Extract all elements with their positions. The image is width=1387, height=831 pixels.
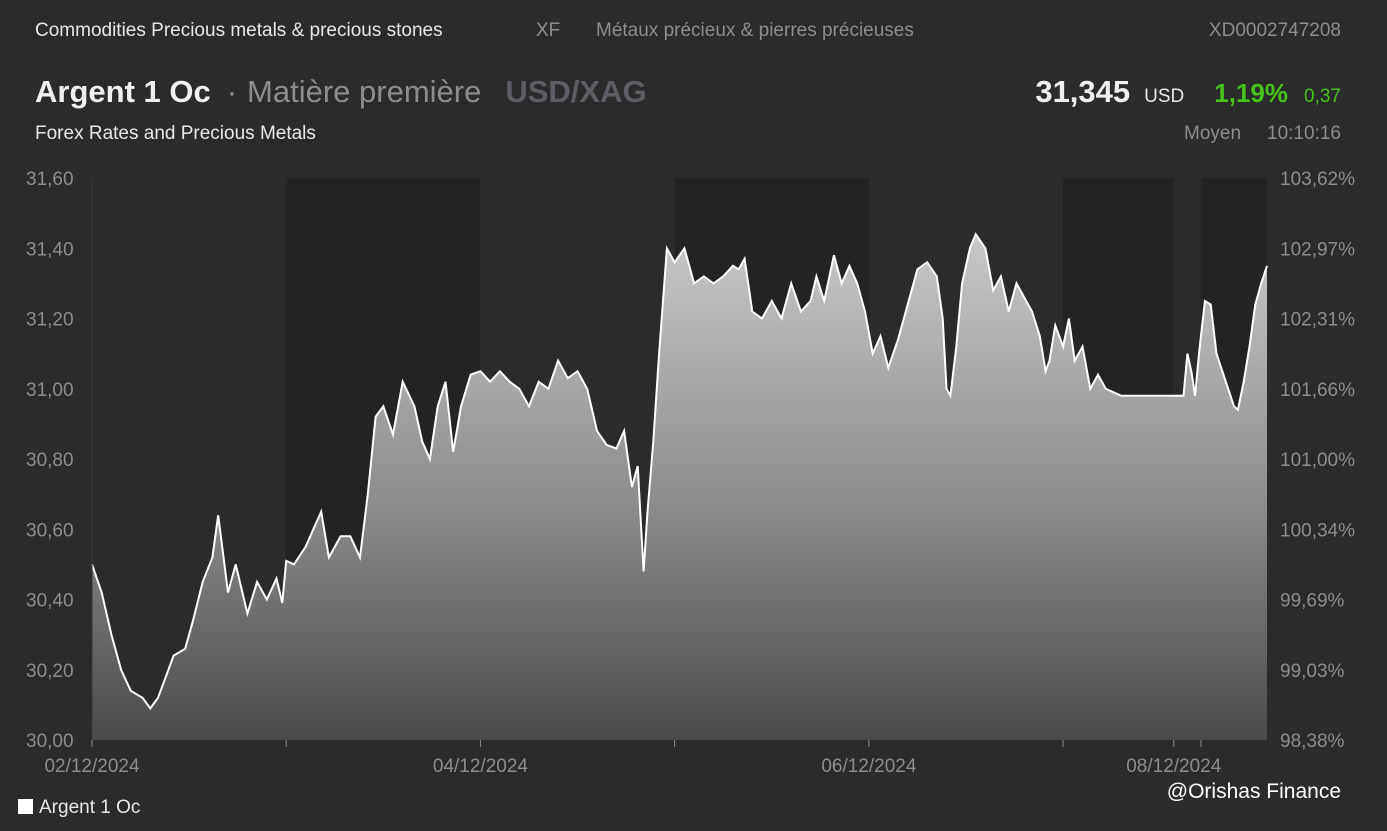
y-tick-label: 30,00 (26, 731, 74, 752)
price-meta: Moyen 10:10:16 (1184, 123, 1341, 145)
y-tick-label: 31,60 (26, 169, 74, 190)
y2-tick-label: 100,34% (1280, 520, 1355, 541)
change-percent: 1,19% (1214, 78, 1289, 108)
last-update-time: 10:10:16 (1267, 123, 1341, 144)
exchange-code: XF (536, 20, 561, 41)
legend-label: Argent 1 Oc (39, 797, 141, 818)
isin-code: XD0002747208 (1208, 20, 1341, 41)
price-chart[interactable]: 31,60 31,40 31,20 31,00 30,80 30,60 30,40 30,20… (0, 165, 1387, 780)
y-tick-label: 30,80 (26, 450, 74, 471)
price-mode: Moyen (1184, 123, 1242, 144)
change-absolute: 0,37 (1304, 86, 1341, 107)
y-tick-label: 31,00 (26, 380, 74, 401)
y2-tick-label: 102,97% (1280, 239, 1355, 260)
breadcrumb: Commodities Precious metals & precious s… (35, 20, 1341, 44)
x-tick-label: 08/12/2024 (1126, 756, 1222, 777)
y2-tick-label: 103,62% (1280, 169, 1355, 190)
currency-pair: USD/XAG (505, 74, 647, 109)
x-axis: 02/12/2024 04/12/2024 06/12/2024 08/12/2024 (44, 740, 1222, 777)
x-tick-label: 06/12/2024 (821, 756, 917, 777)
legend-swatch (18, 799, 33, 814)
y-tick-label: 31,20 (26, 310, 74, 331)
instrument-type: Matière première (247, 74, 482, 109)
last-price: 31,345 (1035, 74, 1131, 109)
data-source: Forex Rates and Precious Metals (35, 123, 316, 144)
legend: Argent 1 Oc (18, 797, 140, 819)
price-line (91, 232, 1268, 711)
y-axis-left: 31,60 31,40 31,20 31,00 30,80 30,60 30,40 30,20… (26, 169, 93, 752)
watermark: @Orishas Finance (1166, 780, 1341, 803)
price-block: 31,345 USD 1,19% 0,37 (1035, 74, 1341, 110)
y-axis-right: 103,62% 102,97% 102,31% 101,66% 101,00% 100,3… (1280, 169, 1355, 752)
price-currency: USD (1144, 86, 1185, 107)
y2-tick-label: 99,69% (1280, 591, 1345, 612)
y-tick-label: 30,40 (26, 591, 74, 612)
y2-tick-label: 98,38% (1280, 731, 1345, 752)
x-tick-label: 02/12/2024 (44, 756, 140, 777)
y2-tick-label: 102,31% (1280, 310, 1355, 331)
y-tick-label: 30,60 (26, 520, 74, 541)
instrument-name: Argent 1 Oc (35, 74, 211, 109)
y2-tick-label: 99,03% (1280, 661, 1345, 682)
category-label: Commodities Precious metals & precious s… (35, 20, 443, 41)
category-fr-label: Métaux précieux & pierres précieuses (596, 20, 914, 41)
y2-tick-label: 101,66% (1280, 380, 1355, 401)
page-title: Argent 1 Oc · Matière première USD/XAG (35, 74, 647, 110)
y-tick-label: 30,20 (26, 661, 74, 682)
y-tick-label: 31,40 (26, 239, 74, 260)
price-area (92, 234, 1267, 740)
y2-tick-label: 101,00% (1280, 450, 1355, 471)
title-separator: · (226, 74, 238, 109)
x-tick-label: 04/12/2024 (433, 756, 529, 777)
